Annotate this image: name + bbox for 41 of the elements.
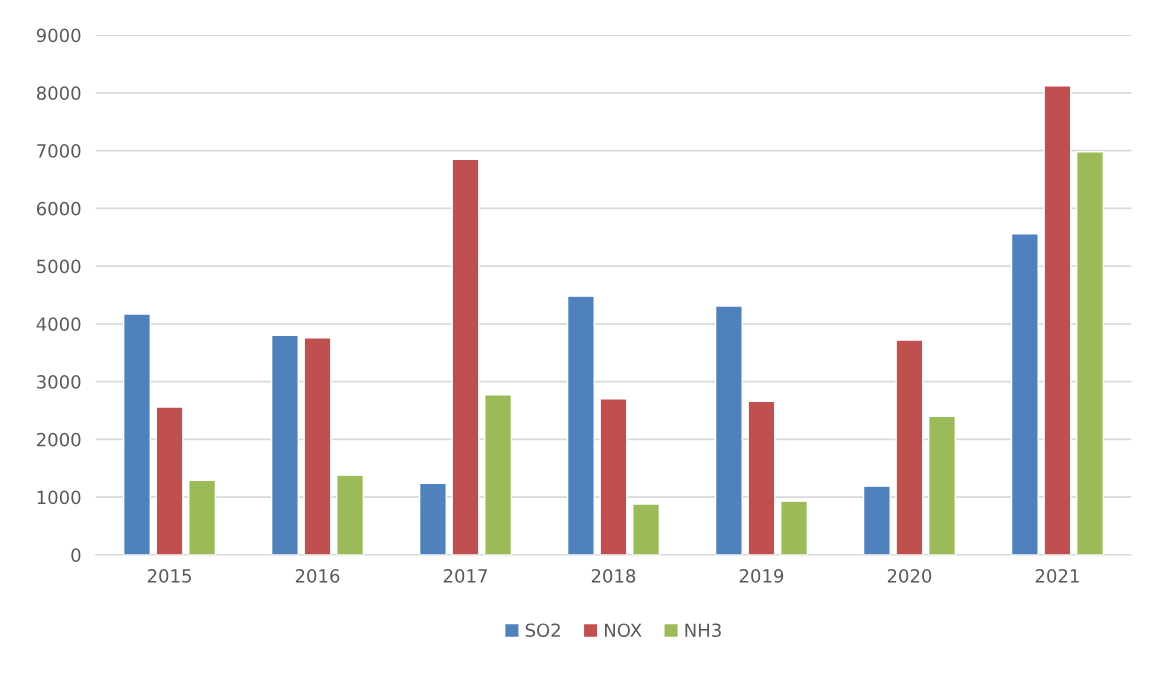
bar (122, 313, 151, 555)
bar (747, 400, 776, 555)
bar (927, 415, 957, 555)
bar (155, 406, 184, 555)
y-tick-label: 7000 (37, 144, 81, 158)
legend-label: NOX (605, 623, 642, 638)
x-tick-label: 2015 (147, 569, 191, 583)
x-tick-label: 2021 (1035, 569, 1079, 583)
bar (599, 398, 628, 555)
bar (1075, 151, 1105, 555)
bar (484, 394, 513, 555)
bar (451, 158, 480, 555)
bar (714, 305, 743, 555)
bar (270, 334, 299, 555)
bar (862, 485, 891, 555)
y-tick-label: 9000 (36, 28, 81, 43)
bar (188, 479, 217, 555)
y-tick-label: 4000 (36, 317, 81, 331)
x-tick-label: 2019 (739, 569, 784, 583)
x-tick-label: 2016 (295, 569, 340, 583)
bar (1043, 85, 1072, 555)
y-tick-label: 0 (71, 548, 81, 562)
y-tick-label: 1000 (37, 490, 81, 505)
bar (566, 295, 595, 555)
x-tick-label: 2017 (443, 569, 487, 583)
bar (780, 500, 809, 555)
bar (895, 339, 924, 555)
x-tick-label: 2020 (887, 569, 932, 583)
y-tick-label: 6000 (36, 201, 81, 216)
y-tick-label: 5000 (37, 259, 81, 274)
bar (418, 482, 447, 555)
bar (632, 503, 661, 555)
y-tick-label: 2000 (37, 432, 81, 447)
legend-label: SO2 (525, 623, 560, 638)
y-tick-label: 8000 (36, 86, 81, 100)
x-tick-label: 2018 (591, 569, 636, 583)
y-tick-label: 3000 (37, 375, 81, 389)
bar (336, 474, 365, 555)
bar (303, 337, 332, 555)
legend-label: NH3 (685, 623, 721, 638)
bar (1010, 233, 1039, 555)
